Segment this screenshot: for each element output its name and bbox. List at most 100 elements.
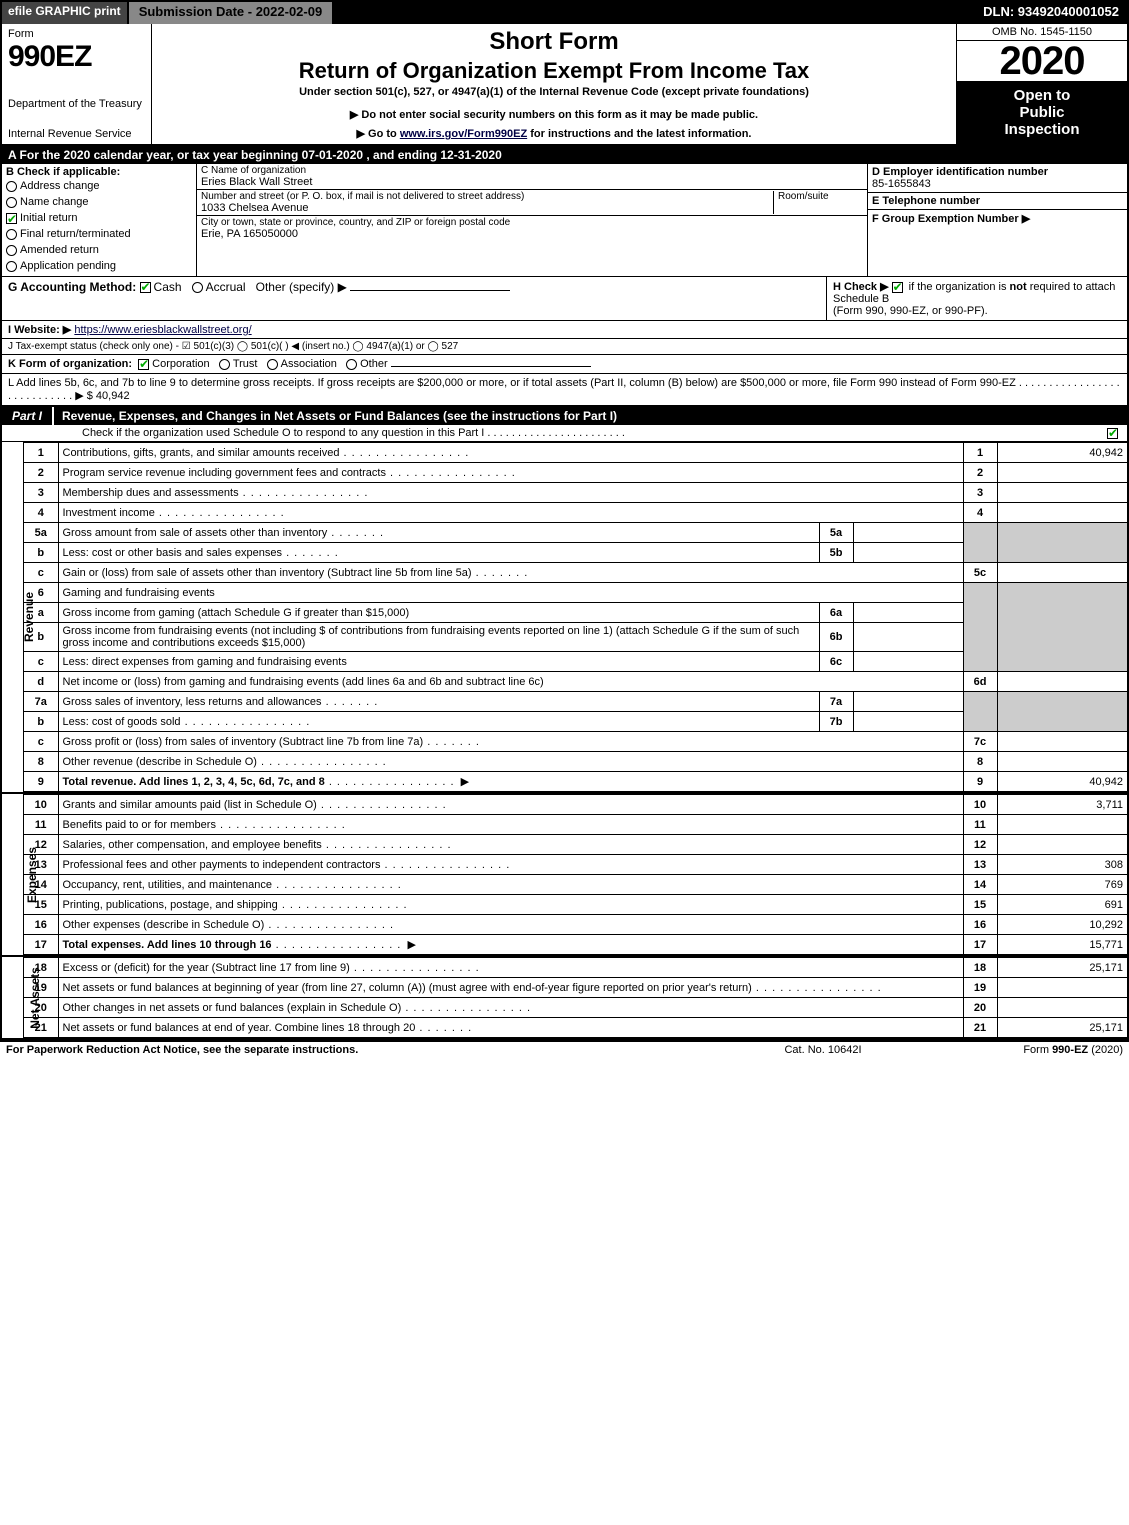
line-18-value: 25,171 [997, 958, 1127, 978]
page-footer: For Paperwork Reduction Act Notice, see … [0, 1042, 1129, 1058]
box-b-header: B Check if applicable: [6, 166, 192, 178]
addr-value: 1033 Chelsea Avenue [201, 202, 773, 214]
expenses-table: 10Grants and similar amounts paid (list … [24, 794, 1127, 955]
chk-accrual[interactable] [192, 282, 203, 293]
line-7a-value [853, 692, 963, 712]
chk-schedule-o-part-i[interactable] [1107, 428, 1118, 439]
line-4-value [997, 503, 1127, 523]
line-20-value [997, 998, 1127, 1018]
line-7c-value [997, 732, 1127, 752]
dln: DLN: 93492040001052 [975, 2, 1127, 24]
chk-name-change[interactable]: Name change [6, 194, 192, 210]
box-def: D Employer identification number 85-1655… [867, 164, 1127, 276]
net-assets-section: Net Assets 18Excess or (deficit) for the… [2, 957, 1127, 1040]
line-16-value: 10,292 [997, 915, 1127, 935]
line-1-value: 40,942 [997, 443, 1127, 463]
open-to-public: Open to Public Inspection [957, 81, 1127, 144]
irs-link[interactable]: www.irs.gov/Form990EZ [400, 128, 527, 140]
line-6b-value [853, 623, 963, 652]
line-19-value [997, 978, 1127, 998]
city-label: City or town, state or province, country… [201, 217, 863, 228]
line-2-value [997, 463, 1127, 483]
line-11-value [997, 815, 1127, 835]
part-i-title: Revenue, Expenses, and Changes in Net As… [54, 407, 1127, 425]
line-5b-value [853, 543, 963, 563]
box-k: K Form of organization: Corporation Trus… [2, 355, 1127, 374]
expenses-section: Expenses 10Grants and similar amounts pa… [2, 794, 1127, 957]
line-5a-value [853, 523, 963, 543]
under-section: Under section 501(c), 527, or 4947(a)(1)… [160, 86, 948, 98]
box-c: C Name of organization Eries Black Wall … [197, 164, 867, 276]
submission-date: Submission Date - 2022-02-09 [127, 2, 335, 24]
ein-value: 85-1655843 [872, 178, 1123, 190]
box-i: I Website: ▶ https://www.eriesblackwalls… [2, 321, 1127, 339]
revenue-section: Revenue 1Contributions, gifts, grants, a… [2, 442, 1127, 794]
chk-application-pending[interactable]: Application pending [6, 258, 192, 274]
efile-label[interactable]: efile GRAPHIC print [2, 2, 127, 24]
org-name-label: C Name of organization [201, 165, 863, 176]
form-word: Form [8, 28, 145, 40]
form-header: Form 990EZ Department of the Treasury In… [2, 24, 1127, 146]
return-title: Return of Organization Exempt From Incom… [160, 58, 948, 84]
box-g: G Accounting Method: Cash Accrual Other … [2, 277, 827, 320]
box-b: B Check if applicable: Address change Na… [2, 164, 197, 276]
revenue-table: 1Contributions, gifts, grants, and simil… [24, 442, 1127, 792]
chk-initial-return[interactable]: Initial return [6, 210, 192, 226]
line-6a-value [853, 603, 963, 623]
line-3-value [997, 483, 1127, 503]
website-link[interactable]: https://www.eriesblackwallstreet.org/ [74, 324, 251, 336]
form-reference: Form 990-EZ (2020) [923, 1044, 1123, 1056]
ssn-warning: ▶ Do not enter social security numbers o… [160, 108, 948, 121]
goto-link-row: ▶ Go to www.irs.gov/Form990EZ for instru… [160, 127, 948, 140]
top-bar: efile GRAPHIC print Submission Date - 20… [2, 2, 1127, 24]
line-13-value: 308 [997, 855, 1127, 875]
tax-year: 2020 [957, 41, 1127, 81]
chk-amended-return[interactable]: Amended return [6, 242, 192, 258]
paperwork-notice: For Paperwork Reduction Act Notice, see … [6, 1044, 723, 1056]
box-h: H Check ▶ if the organization is not req… [827, 277, 1127, 320]
chk-association[interactable] [267, 359, 278, 370]
line-6d-value [997, 672, 1127, 692]
line-9-value: 40,942 [997, 772, 1127, 792]
box-l: L Add lines 5b, 6c, and 7b to line 9 to … [2, 374, 1127, 407]
org-name-value: Eries Black Wall Street [201, 176, 863, 188]
telephone-label: E Telephone number [872, 195, 1123, 207]
part-i-tag: Part I [2, 407, 54, 425]
chk-other[interactable] [346, 359, 357, 370]
info-block: B Check if applicable: Address change Na… [2, 164, 1127, 277]
line-10-value: 3,711 [997, 795, 1127, 815]
chk-corporation[interactable] [138, 359, 149, 370]
part-i-sub: Check if the organization used Schedule … [2, 425, 1127, 442]
line-6c-value [853, 652, 963, 672]
dept-treasury: Department of the Treasury [8, 98, 145, 110]
catalog-number: Cat. No. 10642I [723, 1044, 923, 1056]
revenue-side-label: Revenue [2, 442, 24, 792]
net-assets-table: 18Excess or (deficit) for the year (Subt… [24, 957, 1127, 1038]
room-suite-label: Room/suite [773, 191, 863, 214]
line-12-value [997, 835, 1127, 855]
city-value: Erie, PA 165050000 [201, 228, 863, 240]
net-assets-side-label: Net Assets [2, 957, 24, 1038]
chk-final-return[interactable]: Final return/terminated [6, 226, 192, 242]
line-17-value: 15,771 [997, 935, 1127, 955]
group-exemption-label: F Group Exemption Number ▶ [872, 212, 1123, 225]
line-14-value: 769 [997, 875, 1127, 895]
tax-period: A For the 2020 calendar year, or tax yea… [2, 146, 1127, 164]
line-21-value: 25,171 [997, 1018, 1127, 1038]
box-j: J Tax-exempt status (check only one) - ☑… [2, 339, 1127, 355]
expenses-side-label: Expenses [2, 794, 24, 955]
chk-address-change[interactable]: Address change [6, 178, 192, 194]
line-8-value [997, 752, 1127, 772]
line-15-value: 691 [997, 895, 1127, 915]
short-form-title: Short Form [160, 28, 948, 56]
addr-label: Number and street (or P. O. box, if mail… [201, 191, 773, 202]
chk-trust[interactable] [219, 359, 230, 370]
ein-label: D Employer identification number [872, 166, 1123, 178]
form-number: 990EZ [8, 40, 145, 74]
chk-cash[interactable] [140, 282, 151, 293]
line-5c-value [997, 563, 1127, 583]
dept-irs: Internal Revenue Service [8, 128, 145, 140]
line-7b-value [853, 712, 963, 732]
chk-schedule-b-not-required[interactable] [892, 282, 903, 293]
part-i-header: Part I Revenue, Expenses, and Changes in… [2, 407, 1127, 425]
